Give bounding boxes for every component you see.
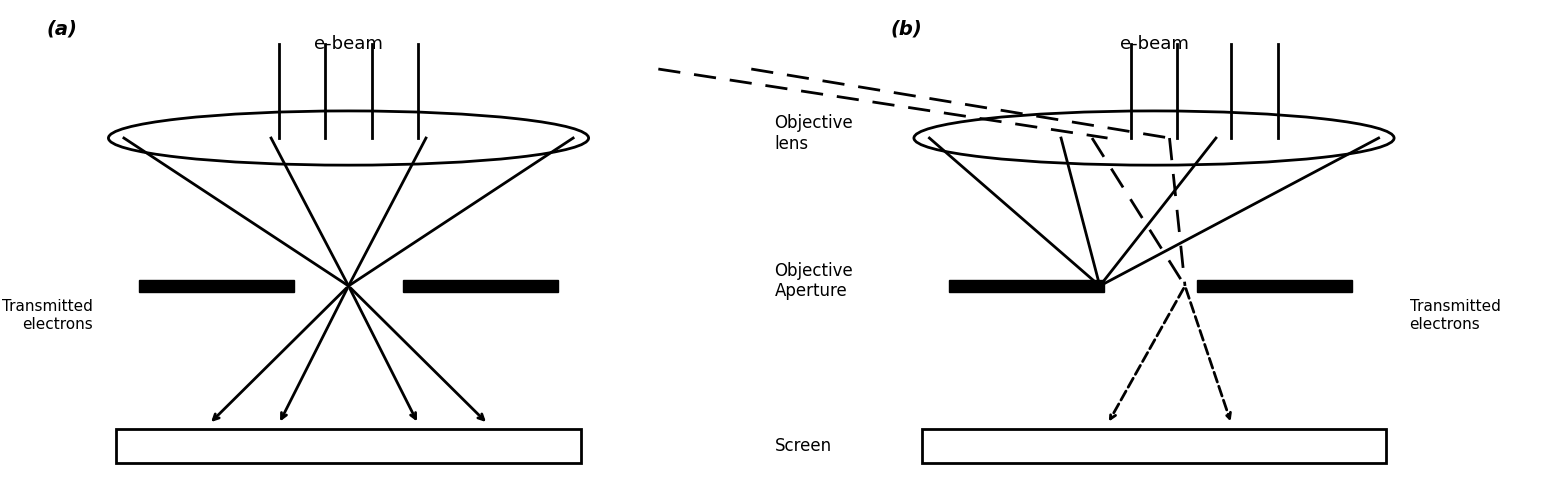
Bar [1197, 280, 1351, 292]
Text: Transmitted
electrons: Transmitted electrons [1410, 299, 1501, 332]
Text: Objective
lens: Objective lens [774, 114, 853, 152]
Text: (a): (a) [46, 20, 77, 39]
Text: Objective
Aperture: Objective Aperture [774, 262, 853, 300]
Text: Transmitted
electrons: Transmitted electrons [2, 299, 93, 332]
Text: (b): (b) [891, 20, 922, 39]
Text: Screen: Screen [774, 437, 832, 455]
Bar [948, 280, 1103, 292]
Bar [922, 429, 1386, 463]
Bar [403, 280, 558, 292]
Text: e-beam: e-beam [314, 35, 383, 53]
Text: e-beam: e-beam [1120, 35, 1188, 53]
Bar [116, 429, 581, 463]
Bar [139, 280, 294, 292]
